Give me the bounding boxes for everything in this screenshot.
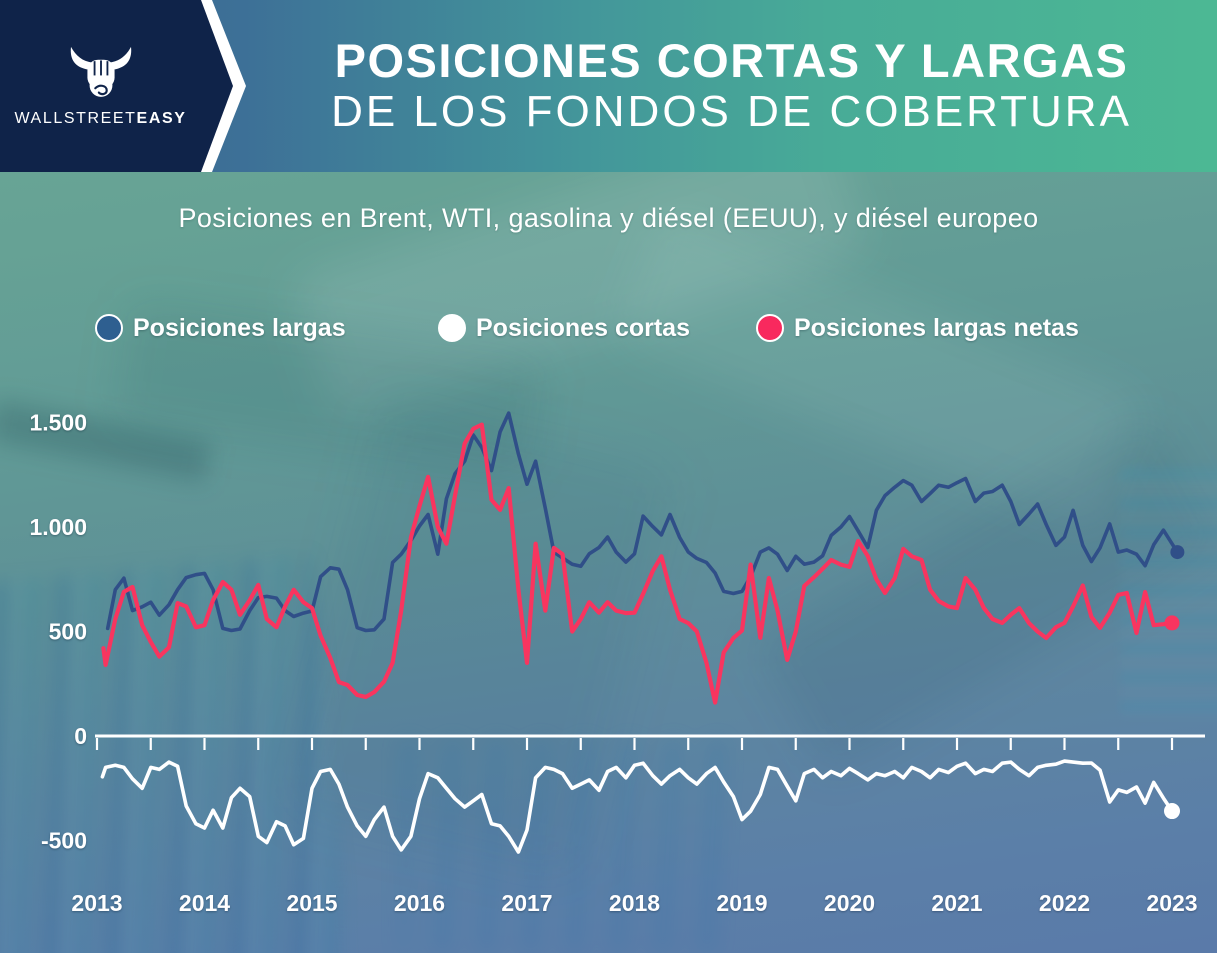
page-title-line2: DE LOS FONDOS DE COBERTURA [331,87,1132,136]
series-end-dot [1164,803,1180,820]
legend-label-largas: Posiciones largas [133,313,346,342]
logo-panel [0,0,233,172]
x-axis-label: 2013 [71,890,122,916]
y-axis-label: 1.000 [29,514,87,540]
header-banner: WALLSTREETEASY POSICIONES CORTAS Y LARGA… [0,0,1217,172]
y-axis-label: -500 [41,828,87,854]
x-axis-label: 2017 [501,890,552,916]
x-axis-label: 2022 [1039,890,1090,916]
title-block: POSICIONES CORTAS Y LARGAS DE LOS FONDOS… [246,0,1217,172]
x-axis-label: 2018 [609,890,660,916]
x-axis-label: 2014 [179,890,230,916]
x-axis-label: 2019 [716,890,767,916]
x-axis-label: 2023 [1146,890,1197,916]
legend-dot-largas [95,314,123,342]
legend-item-largas: Posiciones largas [95,308,346,348]
y-axis-label: 1.500 [29,410,87,436]
x-axis-label: 2020 [824,890,875,916]
bull-fist-icon [70,46,131,97]
legend-item-cortas: Posiciones cortas [438,308,690,348]
series-end-dot [1170,545,1185,560]
legend-item-netas: Posiciones largas netas [756,308,1079,348]
brand-second: EASY [136,110,187,127]
x-axis-label: 2021 [931,890,982,916]
brand-first: WALLSTREET [14,110,137,127]
x-axis-label: 2016 [394,890,445,916]
legend-label-cortas: Posiciones cortas [476,313,690,342]
y-axis-label: 500 [49,619,87,645]
legend-dot-cortas [438,314,466,342]
legend-dot-netas [756,314,784,342]
chart-subtitle: Posiciones en Brent, WTI, gasolina y dié… [178,203,1039,233]
series-posiciones-cortas [100,759,1174,854]
legend-label-netas: Posiciones largas netas [794,313,1079,342]
chart-legend: Posiciones largas Posiciones cortas Posi… [0,308,1217,348]
brand-logo: WALLSTREETEASY [0,0,201,172]
page-title-line1: POSICIONES CORTAS Y LARGAS [334,34,1129,87]
x-axis-label: 2015 [286,890,337,916]
series-end-dot [1164,615,1180,631]
brand-name: WALLSTREETEASY [14,110,186,128]
series-posiciones-largas-netas [101,422,1175,705]
y-axis-label: 0 [74,723,87,749]
